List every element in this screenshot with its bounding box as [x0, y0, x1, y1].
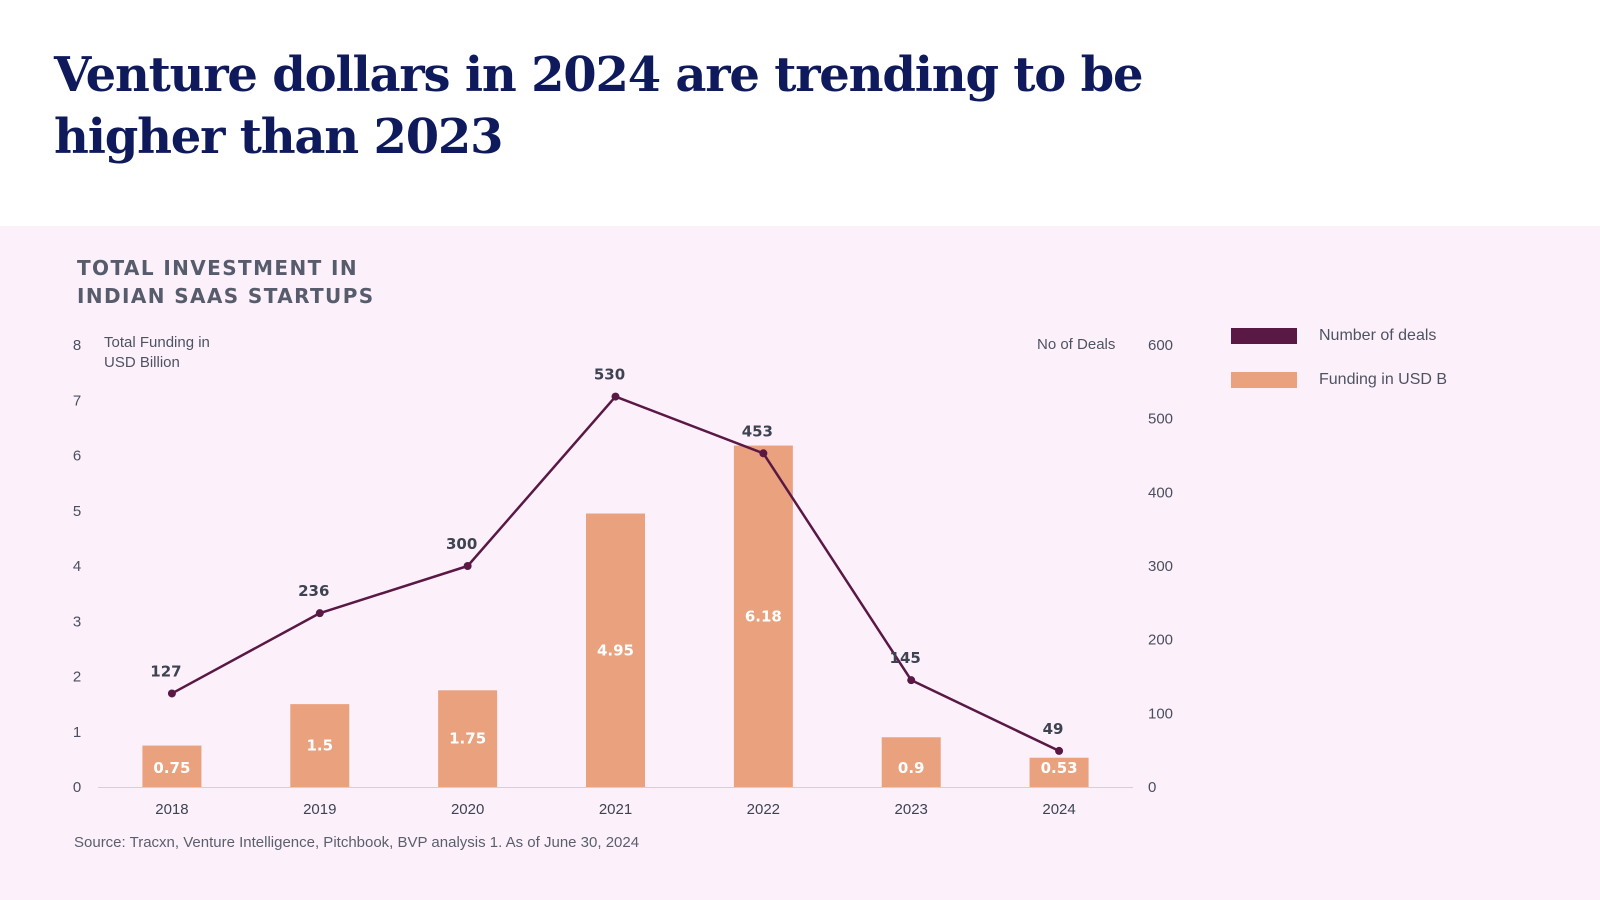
x-axis-tick: 2024 — [1042, 801, 1075, 818]
right-axis-label: No of Deals — [1037, 336, 1116, 353]
bar-2023 — [881, 737, 941, 787]
deals-point-2023 — [907, 676, 916, 685]
deals-point-2024 — [1055, 746, 1064, 755]
source-note: Source: Tracxn, Venture Intelligence, Pi… — [74, 834, 640, 851]
left-axis-tick: 4 — [73, 558, 81, 575]
right-axis-tick: 100 — [1148, 705, 1173, 722]
page-title: Venture dollars in 2024 are trending to … — [54, 47, 1144, 165]
x-axis-tick: 2022 — [747, 801, 780, 818]
bar-2022 — [733, 445, 793, 787]
left-axis-tick: 6 — [73, 448, 81, 465]
x-axis-tick: 2020 — [451, 801, 484, 818]
x-axis-tick: 2018 — [155, 801, 188, 818]
bar-value-label: 4.95 — [597, 641, 634, 659]
right-axis-tick: 200 — [1148, 632, 1173, 649]
bar-2018 — [142, 745, 202, 787]
legend-swatch-deals — [1231, 328, 1297, 344]
bar-value-label: 0.9 — [898, 759, 925, 777]
left-axis-tick: 3 — [73, 613, 81, 630]
bar-value-label: 1.5 — [306, 737, 333, 755]
x-axis-tick: 2019 — [303, 801, 336, 818]
left-axis-tick: 8 — [73, 337, 81, 354]
right-axis-tick: 400 — [1148, 484, 1173, 501]
deals-point-2022 — [759, 449, 768, 458]
right-axis-tick: 500 — [1148, 411, 1173, 428]
deals-point-2021 — [611, 392, 620, 401]
deals-value-label: 300 — [446, 535, 477, 553]
legend-label-deals: Number of deals — [1319, 327, 1437, 344]
deals-value-label: 236 — [298, 582, 329, 600]
left-axis-tick: 7 — [73, 392, 81, 409]
deals-point-2018 — [167, 689, 176, 698]
bar-value-label: 0.75 — [153, 759, 190, 777]
right-axis-tick: 300 — [1148, 558, 1173, 575]
bar-value-label: 1.75 — [449, 730, 486, 748]
deals-point-2020 — [463, 562, 472, 570]
deals-value-label: 145 — [890, 649, 921, 667]
bar-value-label: 0.53 — [1041, 759, 1078, 777]
chart-title: TOTAL INVESTMENT IN INDIAN SAAS STARTUPS — [77, 256, 375, 308]
x-axis-tick: 2021 — [599, 801, 632, 818]
bar-2020 — [438, 690, 498, 787]
deals-value-label: 453 — [742, 422, 773, 440]
deals-value-label: 530 — [594, 366, 625, 384]
bar-2019 — [290, 704, 350, 787]
right-axis-tick: 0 — [1148, 779, 1156, 796]
legend-swatch-funding — [1231, 372, 1297, 388]
left-axis-tick: 5 — [73, 503, 81, 520]
left-axis-tick: 1 — [73, 724, 81, 741]
bar-2021 — [586, 513, 645, 787]
legend-label-funding: Funding in USD B — [1319, 371, 1448, 388]
deals-value-label: 49 — [1043, 720, 1064, 738]
x-axis-tick: 2023 — [895, 801, 928, 818]
deals-point-2019 — [315, 609, 324, 618]
left-axis-tick: 2 — [73, 669, 81, 686]
left-axis-label: Total Funding in USD Billion — [104, 334, 210, 371]
right-axis-tick: 600 — [1148, 337, 1173, 354]
bar-2024 — [1029, 757, 1089, 787]
bar-value-label: 6.18 — [745, 607, 782, 625]
left-axis-tick: 0 — [73, 779, 81, 796]
deals-value-label: 127 — [150, 662, 181, 680]
